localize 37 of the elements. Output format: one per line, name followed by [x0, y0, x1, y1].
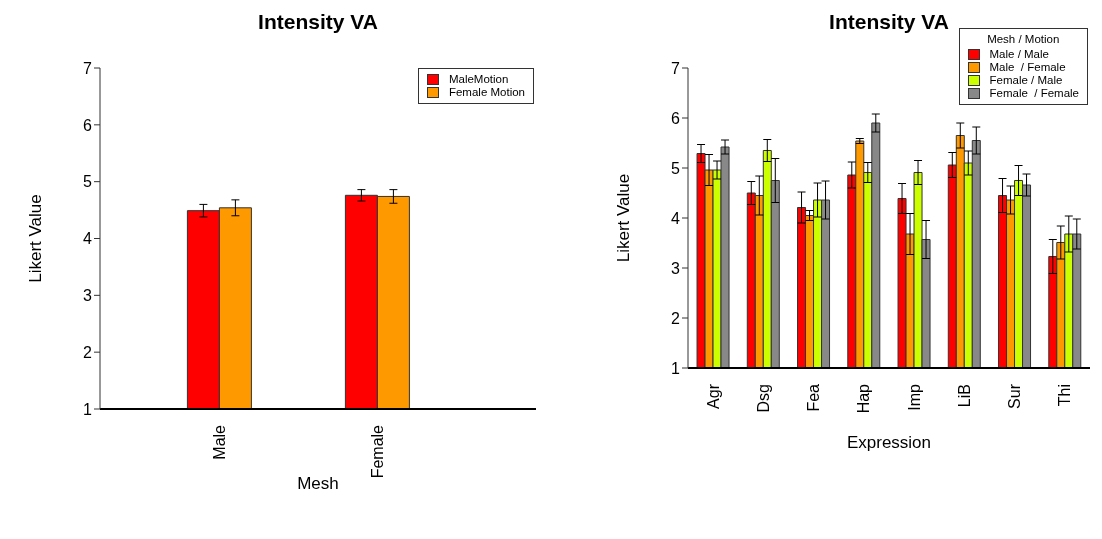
x-tick-label: Female: [368, 424, 386, 479]
chart-title: Intensity VA: [828, 10, 950, 34]
x-tick-label: Agr: [704, 383, 722, 409]
x-tick-label: Male: [210, 424, 228, 460]
x-tick-label: Hap: [855, 383, 873, 414]
y-axis-title: Likert Value: [26, 194, 46, 283]
chart-title: Intensity VA: [257, 10, 379, 34]
x-tick-label: Thi: [1056, 384, 1074, 407]
x-tick-label: Imp: [905, 383, 923, 411]
y-tick-label: 2: [671, 309, 681, 327]
legend-label: MaleMotion: [448, 73, 509, 86]
y-tick-label: 3: [83, 287, 93, 305]
x-axis-title: Mesh: [297, 474, 339, 493]
y-tick-label: 3: [671, 259, 681, 277]
y-tick-label: 1: [671, 359, 681, 377]
x-tick-label: Dsg: [754, 384, 772, 413]
y-tick-label: 6: [83, 116, 93, 134]
legend-title: Mesh / Motion: [986, 33, 1061, 46]
legend-label: Male / Female: [989, 61, 1066, 74]
x-tick-label: LiB: [955, 384, 973, 408]
y-tick-label: 7: [83, 59, 93, 77]
x-axis-title: Expression: [846, 433, 932, 452]
y-tick-label: 4: [83, 230, 93, 248]
y-tick-label: 5: [83, 173, 93, 191]
y-tick-label: 5: [671, 159, 681, 177]
legend-label: Female / Male: [989, 74, 1063, 87]
y-tick-label: 4: [671, 209, 681, 227]
y-tick-label: 1: [83, 400, 93, 418]
legend-label: Female / Female: [989, 87, 1079, 100]
y-axis-title: Likert Value: [614, 173, 634, 263]
x-tick-label: Fea: [805, 383, 823, 412]
y-tick-label: 6: [671, 109, 681, 127]
legend-label: Male / Male: [989, 48, 1049, 61]
legend-label: Female Motion: [448, 86, 525, 99]
y-tick-label: 7: [671, 59, 681, 77]
x-tick-label: Sur: [1006, 383, 1024, 409]
y-tick-label: 2: [83, 343, 93, 361]
